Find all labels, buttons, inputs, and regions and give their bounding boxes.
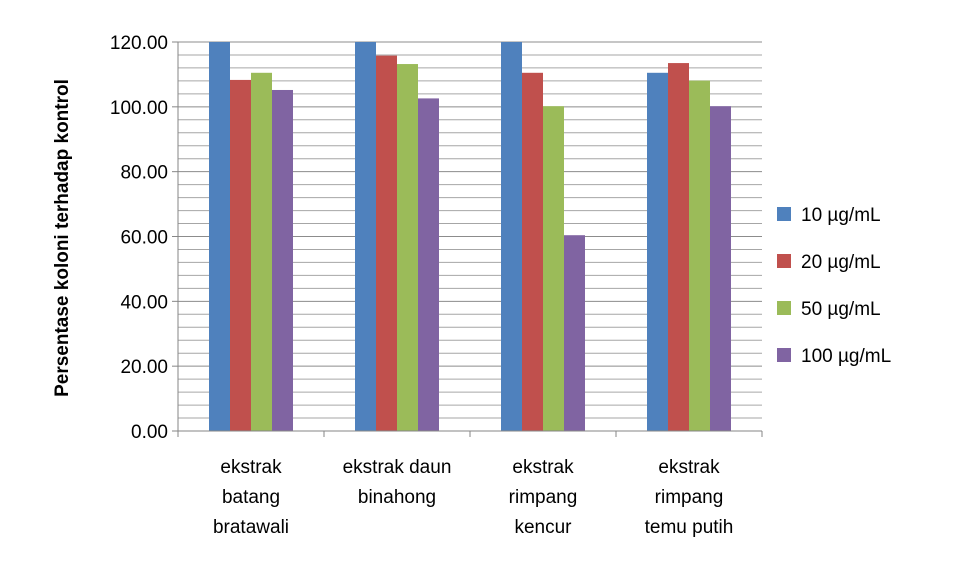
bar-series-2-category-2 (376, 55, 397, 432)
bar-series-2-category-4 (668, 63, 689, 432)
y-tick-label: 100.00 (110, 98, 168, 119)
bar-series-1-category-2 (355, 42, 376, 431)
bar-series-4-category-2 (418, 98, 439, 431)
bar-series-3-category-1 (251, 72, 272, 431)
legend-label: 50 µg/mL (801, 299, 881, 320)
legend-swatch (777, 207, 791, 221)
legend-label: 10 µg/mL (801, 205, 881, 226)
y-tick-label: 20.00 (120, 357, 168, 378)
category-label: ekstrak daun binahong (343, 457, 452, 508)
bar-series-1-category-1 (209, 42, 230, 431)
y-tick-label: 0.00 (131, 422, 168, 443)
bar-series-4-category-4 (710, 106, 731, 431)
bar-series-3-category-3 (543, 106, 564, 431)
bar-series-4-category-1 (272, 89, 293, 431)
category-label: ekstrak rimpang temu putih (645, 457, 734, 538)
y-tick-label: 40.00 (120, 292, 168, 313)
legend-label: 20 µg/mL (801, 252, 881, 273)
legend-swatch (777, 301, 791, 315)
legend: 10 µg/mL 20 µg/mL 50 µg/mL 100 µg/mL (777, 205, 891, 367)
bar-series-1-category-4 (647, 72, 668, 431)
bar-layer (209, 42, 731, 432)
y-tick-label: 120.00 (110, 33, 168, 54)
bar-series-2-category-1 (230, 79, 251, 432)
y-tick-labels: 0.00 20.00 40.00 60.00 80.00 100.00 120.00 (110, 33, 168, 443)
bar-series-2-category-3 (522, 72, 543, 431)
category-label: ekstrak batang bratawali (213, 457, 289, 538)
bar-series-4-category-3 (564, 235, 585, 431)
bar-series-3-category-4 (689, 80, 710, 431)
legend-swatch (777, 254, 791, 268)
y-axis-label: Persentase koloni terhadap kontrol (52, 79, 73, 397)
bar-series-3-category-2 (397, 64, 418, 431)
axis-layer (172, 41, 763, 437)
category-labels: ekstrak batang bratawali ekstrak daun binaho… (213, 457, 733, 538)
y-tick-label: 60.00 (120, 228, 168, 249)
y-tick-label: 80.00 (120, 163, 168, 184)
legend-swatch (777, 348, 791, 362)
legend-label: 100 µg/mL (801, 346, 891, 367)
bar-series-1-category-3 (501, 42, 522, 431)
category-label: ekstrak rimpang kencur (509, 457, 578, 538)
